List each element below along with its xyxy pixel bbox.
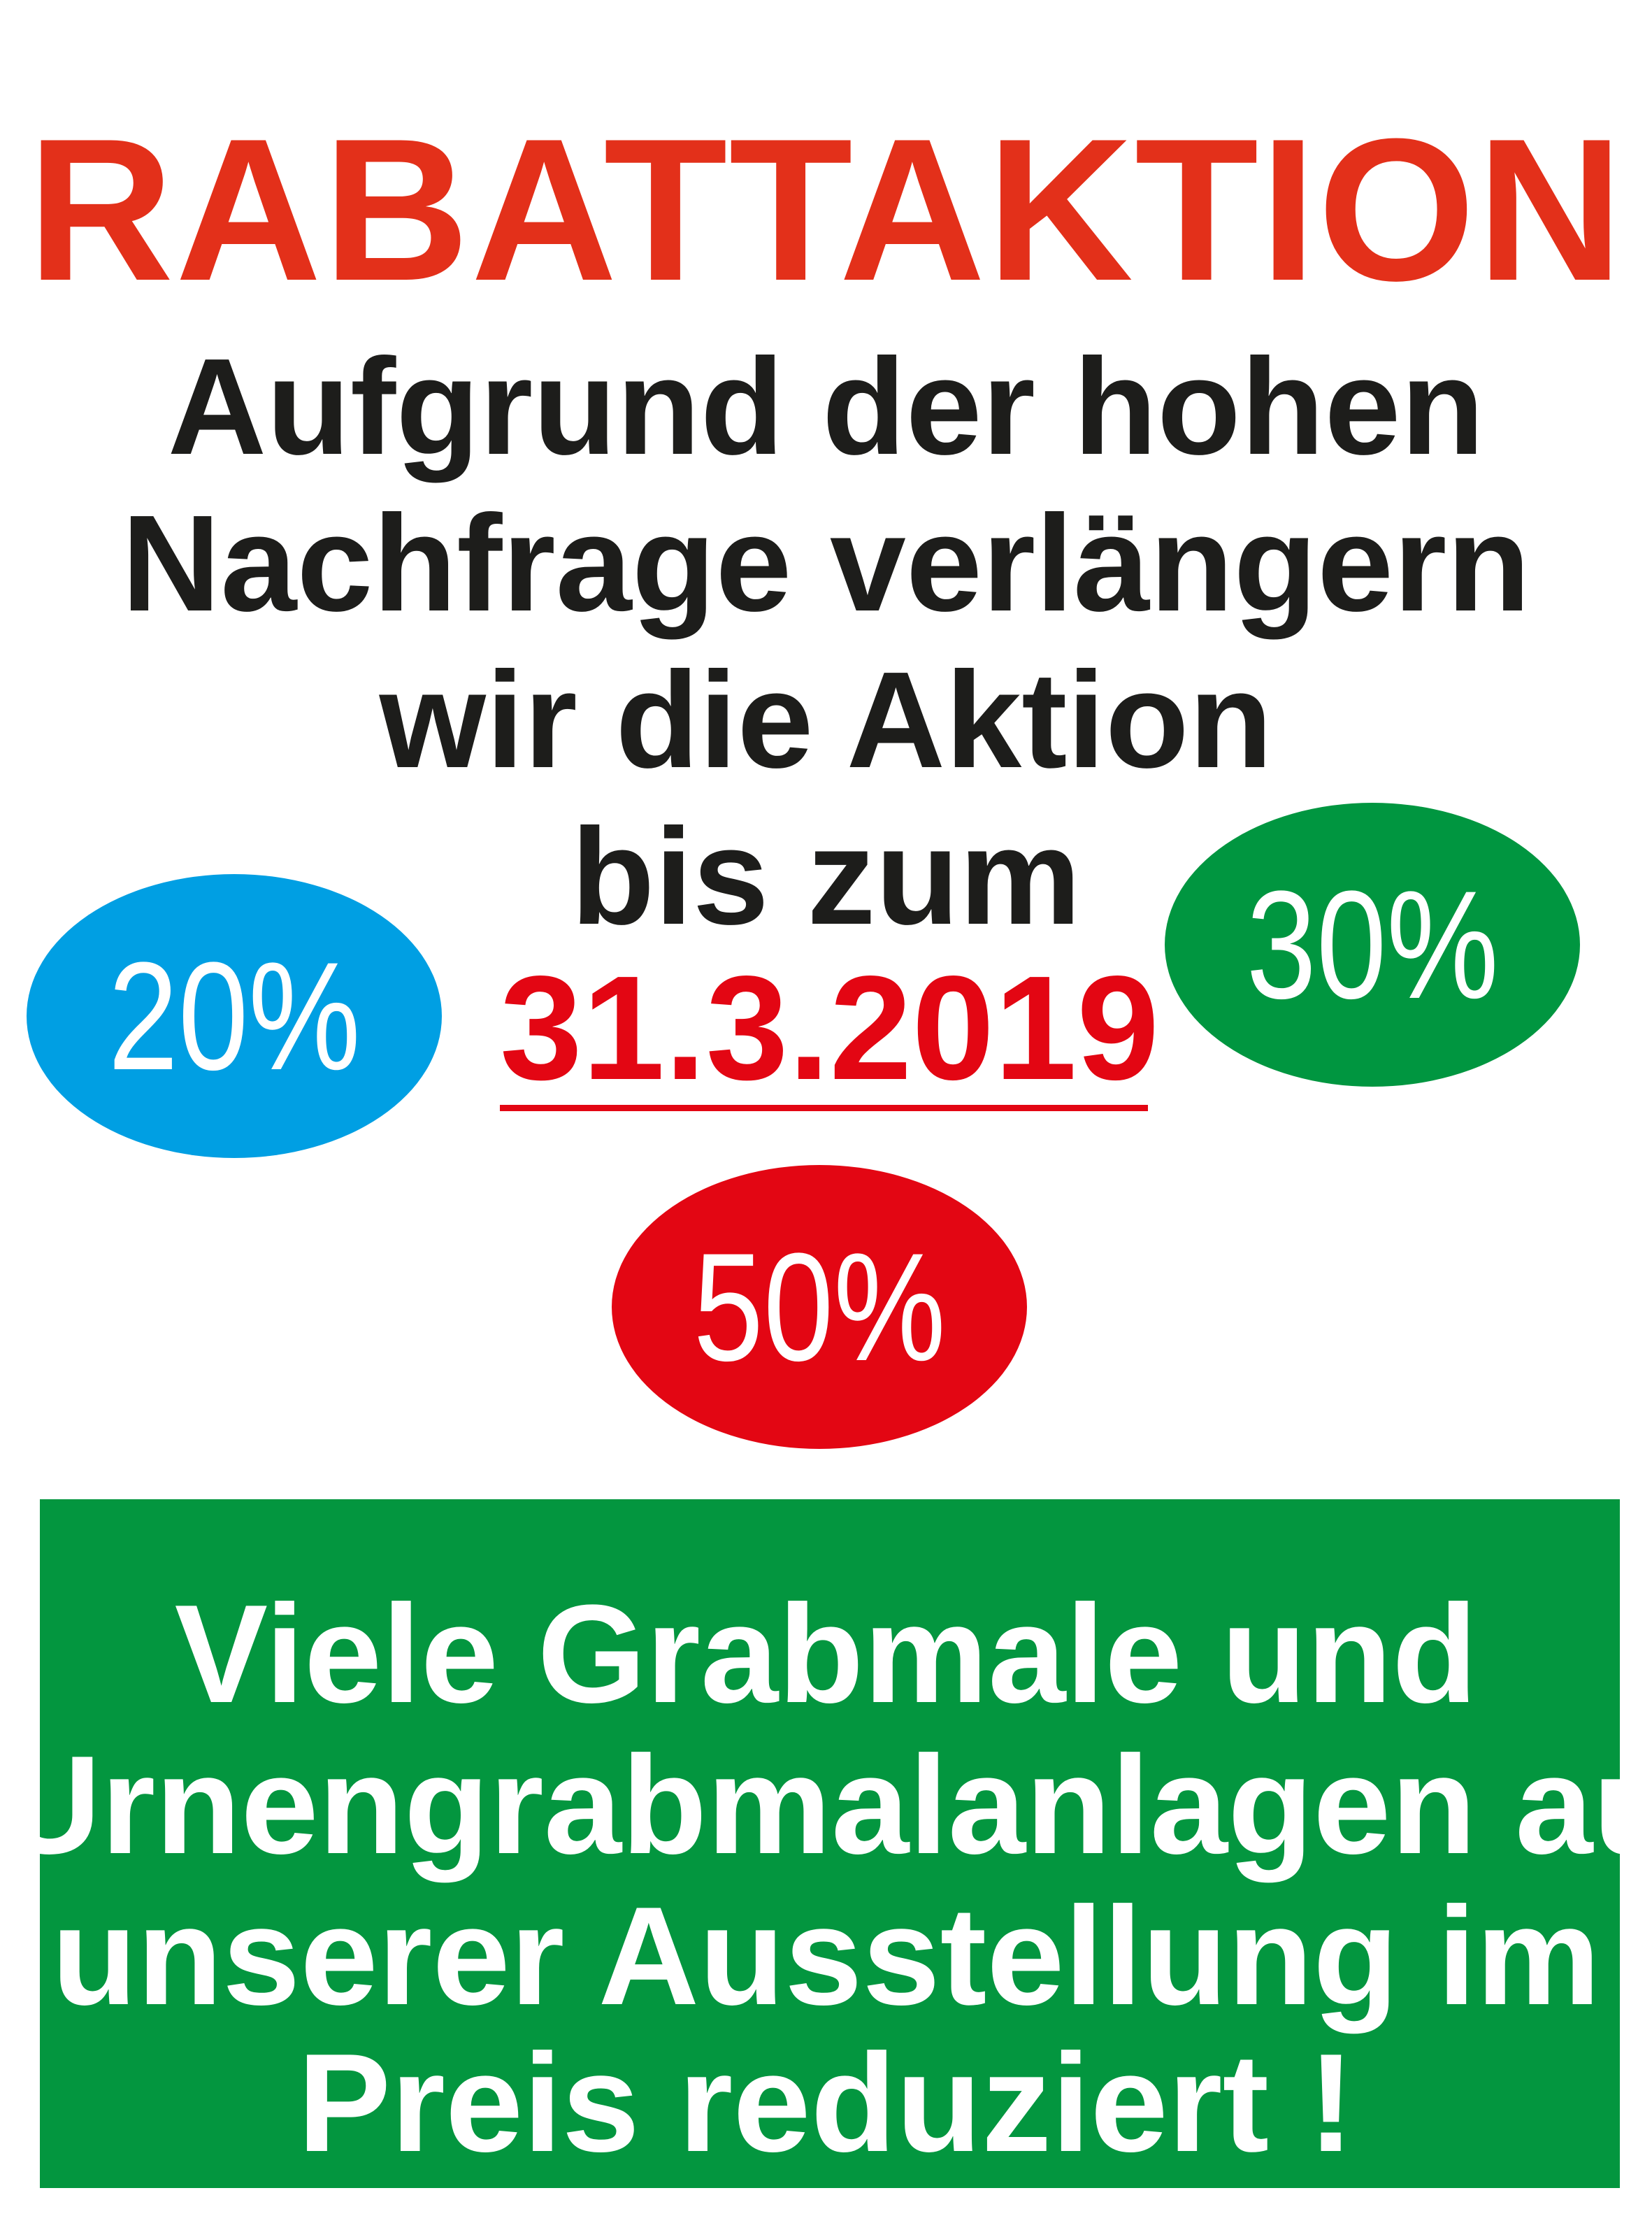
banner-line: Urnengrabmalanlagen aus bbox=[0, 1727, 1652, 1883]
message-line: Aufgrund der hohen bbox=[167, 330, 1485, 483]
message-line: Nachfrage verlängern bbox=[121, 487, 1531, 640]
banner-line: unserer Ausstellung im bbox=[51, 1878, 1601, 2034]
poster-title: RABATTAKTION bbox=[27, 97, 1625, 323]
banner-line: Preis reduziert ! bbox=[297, 2025, 1355, 2181]
banner-line: Viele Grabmale und bbox=[174, 1576, 1478, 1732]
badge-label: 50% bbox=[693, 1221, 946, 1393]
message-line: wir die Aktion bbox=[379, 643, 1273, 796]
discount-badge-20: 20% bbox=[27, 874, 442, 1158]
badge-label: 20% bbox=[108, 930, 361, 1102]
message-line: bis zum bbox=[570, 800, 1082, 953]
badge-label: 30% bbox=[1246, 859, 1499, 1031]
end-date: 31.3.2019 bbox=[500, 945, 1160, 1110]
discount-badge-30: 30% bbox=[1165, 803, 1580, 1087]
discount-badge-50: 50% bbox=[612, 1165, 1027, 1449]
date-underline bbox=[500, 1105, 1148, 1111]
info-banner bbox=[40, 1499, 1620, 2188]
